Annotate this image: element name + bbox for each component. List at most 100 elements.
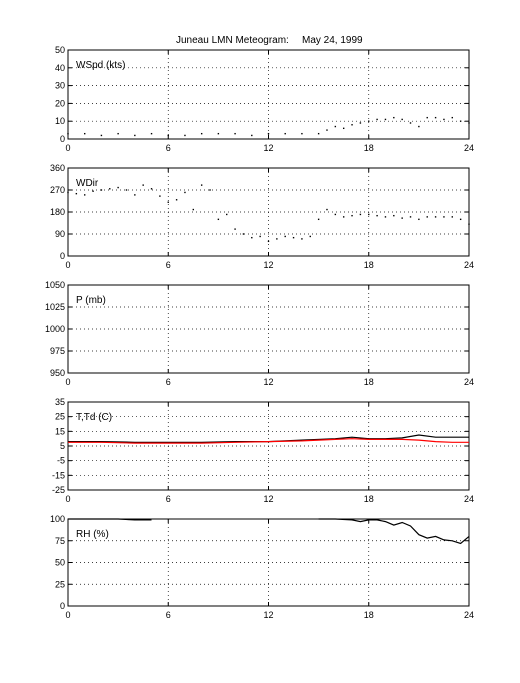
x-tick-label: 18 [364, 610, 374, 620]
data-point [334, 125, 337, 128]
data-point [125, 189, 128, 191]
data-point [217, 132, 220, 135]
x-tick-label: 6 [166, 260, 171, 270]
x-tick-label: 12 [263, 494, 273, 504]
x-tick-label: 12 [263, 143, 273, 153]
data-point [317, 132, 320, 135]
y-tick-label: 30 [55, 81, 65, 91]
data-point [384, 118, 387, 121]
data-point [351, 124, 353, 126]
data-point [359, 213, 362, 216]
y-tick-label: -15 [52, 470, 65, 480]
data-point [276, 238, 278, 240]
panel-label: T,Td (C) [76, 412, 112, 423]
data-point [184, 191, 186, 194]
data-point [359, 122, 362, 124]
y-tick-label: 1050 [45, 280, 65, 290]
y-tick-label: 975 [50, 346, 65, 356]
x-tick-label: 18 [364, 260, 374, 270]
y-tick-label: 1000 [45, 324, 65, 334]
data-point [459, 120, 462, 122]
data-point [234, 228, 236, 230]
data-point [309, 235, 311, 238]
series-line-1 [68, 434, 469, 443]
y-tick-label: 10 [55, 116, 65, 126]
data-point [342, 216, 345, 218]
y-tick-label: 75 [55, 536, 65, 546]
data-point [134, 134, 136, 137]
data-point [301, 238, 303, 240]
panel-1: 0 6 12 18 24 0 10 20 30 40 50 WSpd (kts) [55, 45, 474, 153]
data-point [267, 132, 270, 135]
data-point [167, 201, 169, 203]
x-tick-label: 0 [65, 494, 70, 504]
data-point [426, 216, 428, 218]
y-tick-label: 0 [60, 134, 65, 144]
y-tick-label: 1025 [45, 302, 65, 312]
data-point [92, 190, 94, 192]
series-line-2 [68, 438, 469, 444]
y-tick-label: -25 [52, 485, 65, 495]
data-point [334, 213, 337, 216]
x-tick-label: 18 [364, 143, 374, 153]
data-point [217, 218, 220, 221]
y-tick-label: 5 [60, 441, 65, 451]
data-point [84, 194, 86, 196]
data-point [200, 184, 203, 186]
panel-2: 0 6 12 18 24 0 90 180 270 360 WDir [50, 163, 474, 270]
data-point [84, 132, 86, 135]
figure-date: May 24, 1999 [302, 35, 363, 46]
y-tick-label: 40 [55, 63, 65, 73]
data-point [368, 213, 370, 216]
y-tick-label: 0 [60, 251, 65, 261]
data-point [251, 236, 253, 239]
x-tick-label: 0 [65, 143, 70, 153]
data-point [100, 134, 103, 137]
x-tick-label: 6 [166, 610, 171, 620]
data-point [284, 132, 286, 135]
data-point [142, 184, 144, 186]
y-tick-label: 35 [55, 397, 65, 407]
y-tick-label: 100 [50, 514, 65, 524]
data-point [200, 132, 203, 135]
data-point [326, 129, 328, 131]
y-tick-label: 270 [50, 185, 65, 195]
data-point [459, 218, 462, 221]
data-point [192, 208, 195, 211]
data-point [409, 216, 412, 218]
data-point [443, 216, 445, 218]
x-tick-label: 18 [364, 377, 374, 387]
x-tick-label: 0 [65, 377, 70, 387]
figure-title: Juneau LMN Meteogram: [176, 35, 289, 46]
data-point [134, 194, 136, 196]
data-point [401, 118, 403, 121]
data-point [451, 216, 453, 218]
y-tick-label: 180 [50, 207, 65, 217]
data-point [317, 218, 320, 221]
data-point [451, 116, 453, 119]
y-tick-label: 360 [50, 163, 65, 173]
data-point [175, 199, 178, 201]
data-point [393, 214, 395, 217]
data-point [251, 134, 253, 137]
panel-4: 0 6 12 18 24 -25 -15 -5 5 15 25 35 T,Td (C) [52, 397, 474, 504]
data-point [443, 118, 445, 121]
x-tick-label: 0 [65, 260, 70, 270]
data-point [67, 132, 69, 135]
y-tick-label: 90 [55, 229, 65, 239]
data-point [242, 233, 245, 235]
data-point [468, 223, 470, 225]
x-tick-label: 24 [464, 494, 474, 504]
data-point [426, 116, 428, 119]
x-tick-label: 6 [166, 494, 171, 504]
x-tick-label: 12 [263, 610, 273, 620]
x-tick-label: 6 [166, 143, 171, 153]
panel-label: P (mb) [76, 295, 106, 306]
y-tick-label: 0 [60, 601, 65, 611]
data-point [468, 122, 470, 124]
data-point [259, 235, 261, 238]
data-point [376, 214, 378, 217]
data-point [117, 132, 119, 135]
data-point [342, 127, 345, 130]
